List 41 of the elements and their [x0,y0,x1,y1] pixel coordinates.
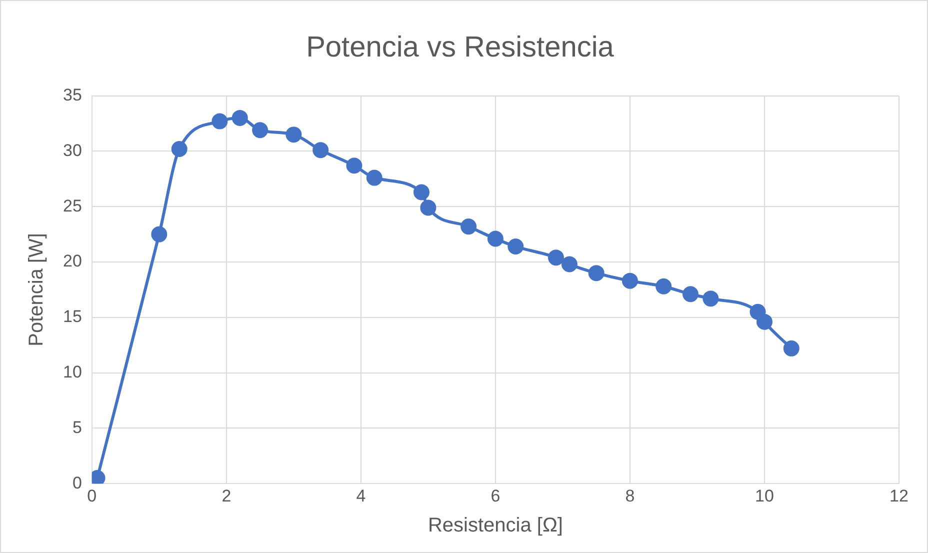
point [460,218,477,235]
point [346,158,362,174]
point [366,170,382,186]
point [756,314,772,330]
point [548,250,564,266]
point [312,142,329,158]
point [286,126,302,143]
point [413,184,430,200]
point [212,113,228,130]
point [487,230,504,247]
y-tick-label: 20 [62,252,82,271]
x-tick-label: 12 [890,486,908,506]
point [783,340,800,356]
y-tick-label: 30 [62,140,82,160]
point [588,265,604,282]
x-tick-label: 10 [755,486,774,506]
point [420,200,436,216]
x-tick-label: 6 [490,486,500,506]
y-axis-title: Potencia [W] [26,233,48,346]
point [682,286,698,302]
point [171,140,188,157]
x-tick-label: 8 [625,486,635,506]
x-tick-label: 4 [356,486,366,506]
y-tick-label: 25 [62,196,82,216]
y-tick-label: 0 [72,473,82,492]
y-tick-label: 10 [62,362,82,382]
x-axis-title: Resistencia [Ω] [428,514,563,537]
point [561,256,578,272]
y-tick-label: 15 [62,307,82,326]
x-tick-label: 2 [222,486,232,506]
point [252,122,268,138]
point [702,290,719,307]
y-tick-label: 35 [62,85,82,104]
x-tick-label: 0 [87,486,97,506]
y-tick-label: 5 [72,418,82,437]
chart-title: Potencia vs Resistencia [306,31,615,64]
point [508,238,524,254]
point [656,278,672,294]
point [622,272,638,289]
point [151,226,168,242]
point [232,110,248,126]
